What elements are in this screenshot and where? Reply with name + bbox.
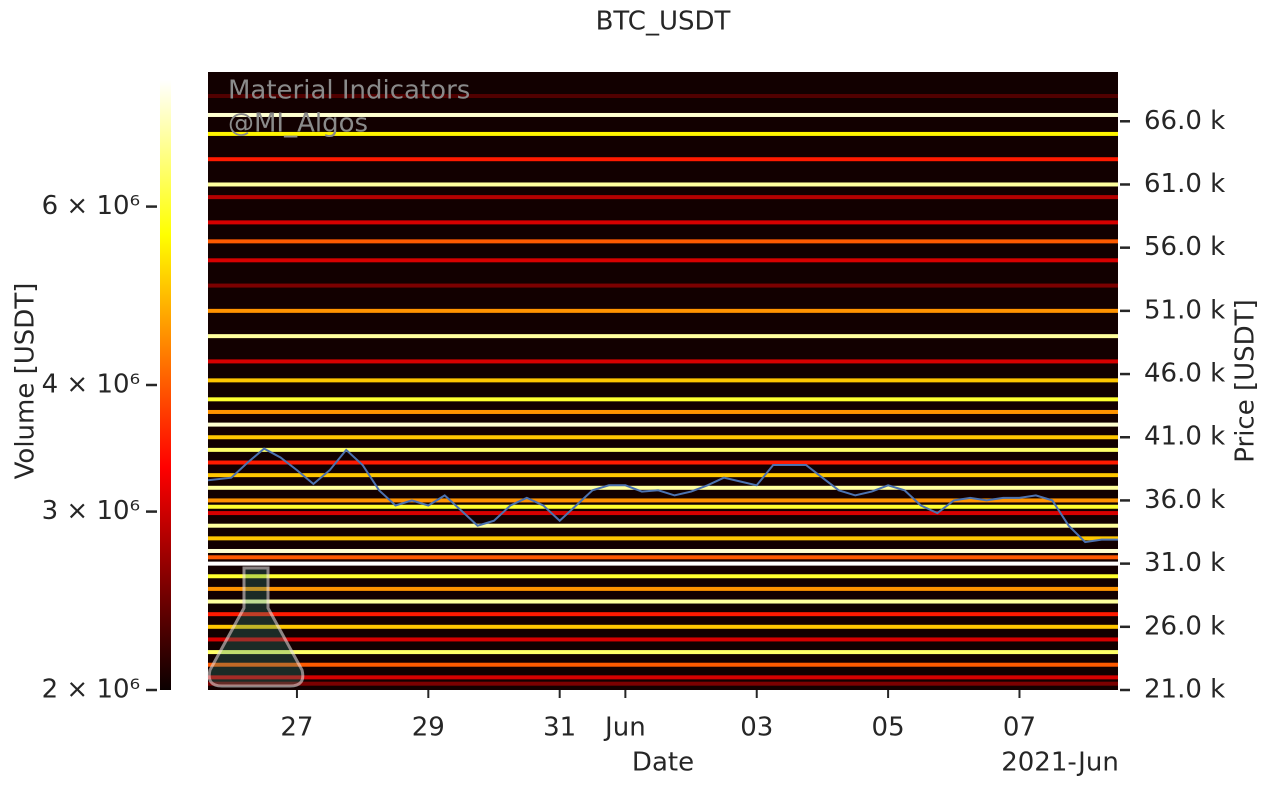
y2-tick-label: 51.0 k — [1144, 295, 1225, 325]
heat-band — [208, 555, 1118, 560]
heat-band — [208, 504, 1118, 509]
y2-tick-label: 31.0 k — [1144, 548, 1225, 578]
heat-band — [208, 650, 1118, 655]
heat-band — [208, 681, 1118, 686]
heat-band — [208, 447, 1118, 452]
watermark-text: Material Indicators — [228, 76, 470, 106]
x-tick-label: 07 — [1003, 713, 1036, 743]
y2-tick-label: 56.0 k — [1144, 232, 1225, 262]
heat-band — [208, 157, 1118, 162]
heat-band — [208, 599, 1118, 604]
y2-tick-label: 61.0 k — [1144, 169, 1225, 199]
y2-tick-label: 46.0 k — [1144, 359, 1225, 389]
heat-band — [208, 308, 1118, 313]
heat-band — [208, 131, 1118, 136]
x-tick-label: 27 — [280, 713, 313, 743]
heat-band — [208, 94, 1118, 99]
plot-area — [208, 72, 1118, 690]
heat-band — [208, 586, 1118, 591]
heat-band — [208, 561, 1118, 566]
x-offset-label: 2021-Jun — [1001, 748, 1119, 778]
x-tick-label: 29 — [412, 713, 445, 743]
heat-band — [208, 624, 1118, 629]
y2-tick-label: 41.0 k — [1144, 422, 1225, 452]
heat-band — [208, 422, 1118, 427]
heat-band — [208, 460, 1118, 465]
heat-band — [208, 195, 1118, 200]
colorbar-tick-label: 4 × 10⁶ — [42, 370, 140, 400]
heat-band — [208, 283, 1118, 288]
heat-band — [208, 548, 1118, 553]
x-tick-label: 05 — [872, 713, 905, 743]
heat-band — [208, 523, 1118, 528]
colorbar — [160, 80, 171, 690]
watermark-text: @MI_Algos — [228, 109, 368, 139]
y2-axis-label: Price [USDT] — [1231, 299, 1261, 462]
y2-tick-label: 21.0 k — [1144, 675, 1225, 705]
colorbar-tick-label: 6 × 10⁶ — [42, 191, 140, 221]
colorbar-label: Volume [USDT] — [11, 283, 41, 480]
y2-tick-label: 66.0 k — [1144, 106, 1225, 136]
heat-band — [208, 574, 1118, 579]
heat-band — [208, 511, 1118, 516]
heat-band — [208, 378, 1118, 383]
heat-band — [208, 220, 1118, 225]
price-line — [208, 447, 1118, 544]
heat-band — [208, 485, 1118, 490]
heat-band — [208, 359, 1118, 364]
colorbar-tick-label: 2 × 10⁶ — [42, 675, 140, 705]
heat-band — [208, 675, 1118, 680]
colorbar-tick-label: 3 × 10⁶ — [42, 496, 140, 526]
heat-band — [208, 473, 1118, 478]
heat-band — [208, 397, 1118, 402]
heat-band — [208, 258, 1118, 263]
x-tick-label: 31 — [543, 713, 576, 743]
x-tick-label: Jun — [603, 713, 646, 743]
x-axis-label: Date — [632, 748, 694, 778]
heat-band — [208, 409, 1118, 414]
heat-band — [208, 498, 1118, 503]
heat-band — [208, 239, 1118, 244]
heat-band — [208, 112, 1118, 117]
heat-band — [208, 182, 1118, 187]
heat-band — [208, 334, 1118, 339]
heat-band — [208, 435, 1118, 440]
x-tick-label: 03 — [740, 713, 773, 743]
watermark-flask — [207, 566, 305, 688]
y2-tick-label: 36.0 k — [1144, 485, 1225, 515]
heat-band — [208, 637, 1118, 642]
chart-title: BTC_USDT — [596, 7, 731, 37]
y2-tick-label: 26.0 k — [1144, 611, 1225, 641]
heat-band — [208, 536, 1118, 541]
heat-band — [208, 662, 1118, 667]
heat-band — [208, 612, 1118, 617]
